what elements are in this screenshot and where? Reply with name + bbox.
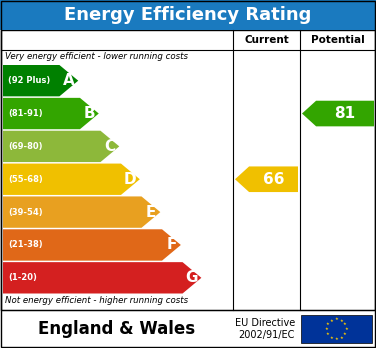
Text: ★: ★: [330, 335, 334, 340]
Text: EU Directive
2002/91/EC: EU Directive 2002/91/EC: [235, 318, 295, 340]
Text: Very energy efficient - lower running costs: Very energy efficient - lower running co…: [5, 52, 188, 61]
Polygon shape: [302, 101, 374, 126]
Text: Current: Current: [244, 35, 289, 45]
Text: ★: ★: [340, 335, 343, 340]
Text: B: B: [83, 106, 95, 121]
Text: ★: ★: [340, 318, 343, 323]
Text: (1-20): (1-20): [8, 273, 37, 282]
Text: E: E: [146, 205, 156, 220]
Polygon shape: [3, 229, 181, 261]
Polygon shape: [3, 262, 202, 293]
Text: ★: ★: [325, 327, 329, 331]
Polygon shape: [235, 166, 298, 192]
Text: ★: ★: [343, 322, 347, 326]
Bar: [1, 30, 375, 310]
Polygon shape: [3, 164, 140, 195]
Text: C: C: [104, 139, 115, 154]
Text: 81: 81: [335, 106, 356, 121]
Polygon shape: [3, 65, 78, 96]
Text: ★: ★: [344, 327, 348, 331]
Text: 66: 66: [263, 172, 284, 187]
Text: England & Wales: England & Wales: [38, 320, 195, 338]
Text: ★: ★: [335, 317, 338, 321]
Bar: [0, 0, 376, 30]
Text: F: F: [166, 237, 177, 252]
Text: (55-68): (55-68): [8, 175, 43, 184]
Text: Not energy efficient - higher running costs: Not energy efficient - higher running co…: [5, 296, 188, 305]
Text: D: D: [124, 172, 137, 187]
Text: (81-91): (81-91): [8, 109, 42, 118]
Text: (39-54): (39-54): [8, 208, 42, 216]
Text: ★: ★: [326, 322, 330, 326]
Text: Energy Efficiency Rating: Energy Efficiency Rating: [64, 6, 312, 24]
Text: ★: ★: [326, 332, 330, 336]
Text: A: A: [63, 73, 75, 88]
Text: (69-80): (69-80): [8, 142, 42, 151]
Text: (92 Plus): (92 Plus): [8, 76, 50, 85]
Text: G: G: [186, 270, 198, 285]
Text: (21-38): (21-38): [8, 240, 42, 250]
Polygon shape: [3, 98, 99, 129]
Text: ★: ★: [335, 337, 338, 341]
Text: ★: ★: [343, 332, 347, 336]
Bar: [301, 315, 372, 343]
Polygon shape: [3, 196, 160, 228]
Text: ★: ★: [330, 318, 334, 323]
Polygon shape: [3, 131, 119, 162]
Text: Potential: Potential: [311, 35, 365, 45]
